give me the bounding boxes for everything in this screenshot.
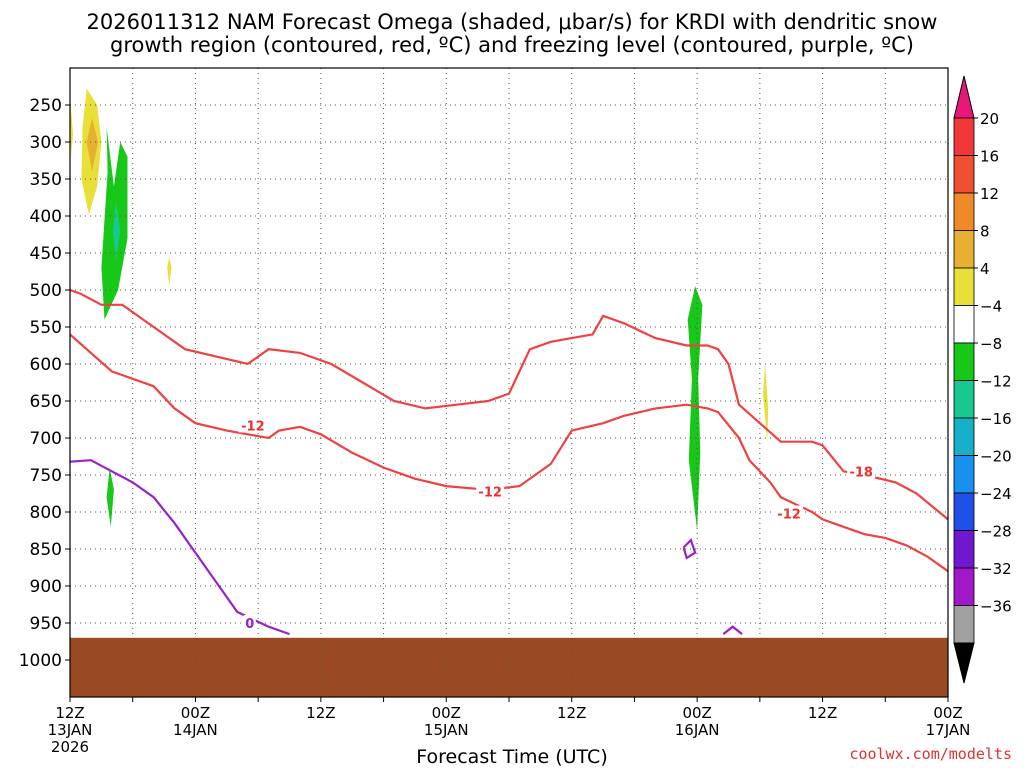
omega-region — [86, 118, 99, 172]
colorbar-bin — [953, 567, 975, 606]
omega-region — [167, 256, 172, 287]
colorbar-bin — [953, 605, 975, 644]
x-axis-label: Forecast Time (UTC) — [416, 746, 608, 768]
dgz-contour-line — [69, 288, 949, 521]
colorbar-bin — [953, 492, 975, 531]
source-credit: coolwx.com/modelts — [849, 745, 1012, 763]
colorbar-bin — [953, 417, 975, 456]
colorbar-tick-label: 16 — [980, 148, 999, 166]
x-tick-label: 15JAN — [424, 721, 469, 739]
y-tick-label: 300 — [30, 133, 62, 153]
dgz-contour-line — [69, 333, 949, 573]
y-tick-label: 600 — [30, 355, 62, 375]
freezing-level-contour — [69, 459, 290, 636]
freezing-level-contour — [682, 538, 697, 560]
dgz-contour-label: -18 — [849, 465, 873, 480]
omega-region — [112, 201, 121, 261]
colorbar-tick-label: −8 — [980, 335, 1002, 353]
contour-label-bg — [243, 615, 256, 630]
y-tick-label: 800 — [30, 503, 62, 523]
x-tick-label: 2026 — [51, 738, 89, 756]
dgz-contour-label: -12 — [241, 419, 265, 434]
colorbar-bin — [953, 267, 975, 306]
x-tick-label: 13JAN — [48, 721, 93, 739]
colorbar-tick-label: −4 — [980, 298, 1002, 316]
colorbar-tick-label: −36 — [980, 598, 1012, 616]
colorbar-bin — [953, 117, 975, 156]
colorbar-tick-label: 8 — [980, 223, 990, 241]
y-tick-label: 850 — [30, 540, 62, 560]
y-tick-label: 1000 — [19, 651, 62, 671]
plot-area: -12 -12 -18 -12 0 250 300 350 400 450 500 550 600 650… — [19, 67, 971, 756]
contour-label-bg — [238, 417, 267, 433]
x-tick-label: 00Z — [432, 704, 461, 722]
x-tick-label: 00Z — [181, 704, 210, 722]
omega-region — [106, 467, 114, 527]
freezing-level-contour — [722, 625, 743, 635]
x-tick-label: 00Z — [682, 704, 711, 722]
colorbar-tick-label: −24 — [980, 485, 1012, 503]
y-tick-label: 700 — [30, 429, 62, 449]
dgz-contour-label: -12 — [777, 507, 801, 522]
x-tick-label: 12Z — [306, 704, 335, 722]
colorbar-bin — [953, 530, 975, 569]
x-tick-label: 00Z — [933, 704, 962, 722]
colorbar-bin — [953, 342, 975, 381]
x-tick-label: 16JAN — [675, 721, 720, 739]
colorbar: 20 16 12 8 4 −4 −8 −12 −16 −20 −24 −28 −32 −36 — [953, 75, 1012, 684]
colorbar-bin — [953, 380, 975, 419]
chart-title-line1: 2026011312 NAM Forecast Omega (shaded, μ… — [86, 10, 938, 34]
contour-label-bg — [476, 483, 505, 499]
colorbar-top-arrow — [953, 75, 975, 119]
colorbar-bin — [953, 230, 975, 269]
x-tick-label: 12Z — [557, 704, 586, 722]
x-tick-label: 12Z — [55, 704, 84, 722]
y-tick-label: 650 — [30, 392, 62, 412]
x-tick-label: 14JAN — [173, 721, 218, 739]
omega-region — [763, 364, 769, 442]
colorbar-bin — [953, 455, 975, 494]
colorbar-tick-label: −28 — [980, 523, 1012, 541]
colorbar-bin — [953, 155, 975, 194]
y-tick-label: 550 — [30, 318, 62, 338]
x-tick-label: 12Z — [808, 704, 837, 722]
plot-frame — [69, 67, 949, 698]
y-tick-label: 900 — [30, 577, 62, 597]
y-tick-label: 750 — [30, 466, 62, 486]
colorbar-bottom-arrow — [953, 642, 975, 684]
freezing-level-label: 0 — [245, 617, 254, 632]
surface-terrain — [70, 637, 948, 697]
colorbar-tick-label: −20 — [980, 448, 1012, 466]
x-tick-label: 17JAN — [926, 721, 971, 739]
dgz-contour-label: -12 — [478, 485, 502, 500]
y-tick-label: 500 — [30, 281, 62, 301]
colorbar-tick-label: −12 — [980, 373, 1012, 391]
colorbar-tick-label: −16 — [980, 410, 1012, 428]
colorbar-bin — [953, 305, 975, 344]
colorbar-tick-label: 20 — [980, 110, 999, 128]
y-tick-label: 250 — [30, 96, 62, 116]
colorbar-bin — [953, 192, 975, 231]
omega-region — [687, 286, 703, 531]
colorbar-tick-label: 12 — [980, 185, 999, 203]
y-tick-label: 950 — [30, 614, 62, 634]
y-tick-label: 350 — [30, 170, 62, 190]
y-tick-label: 400 — [30, 207, 62, 227]
contour-label-bg — [847, 463, 876, 479]
chart-title-line2: growth region (contoured, red, ºC) and f… — [110, 33, 914, 57]
colorbar-tick-label: 4 — [980, 260, 990, 278]
y-tick-label: 450 — [30, 244, 62, 264]
contour-label-bg — [775, 505, 804, 521]
colorbar-tick-label: −32 — [980, 560, 1012, 578]
